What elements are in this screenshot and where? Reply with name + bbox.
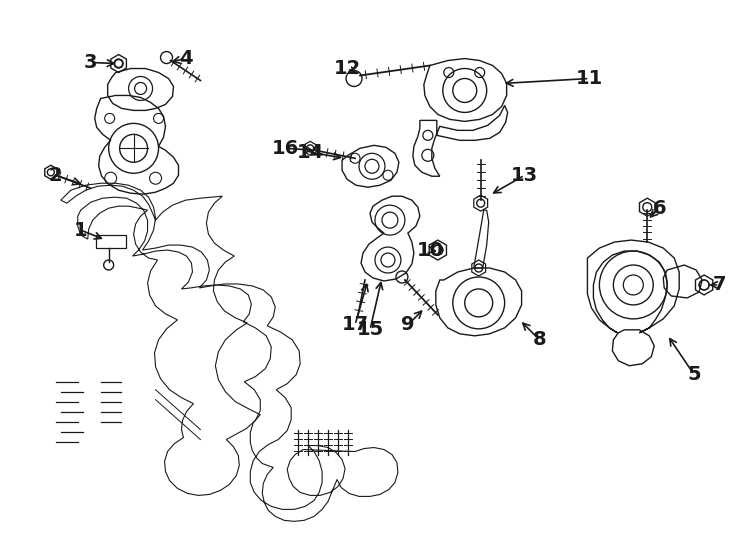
Text: 14: 14 [297, 143, 324, 162]
Text: 9: 9 [401, 315, 415, 334]
Text: 15: 15 [357, 320, 384, 339]
Text: 5: 5 [687, 365, 701, 384]
Text: 10: 10 [416, 240, 443, 260]
Text: 7: 7 [712, 275, 726, 294]
Text: 8: 8 [533, 330, 546, 349]
Text: 6: 6 [653, 199, 666, 218]
Text: 12: 12 [333, 59, 360, 78]
Text: 13: 13 [511, 166, 538, 185]
Text: 16: 16 [272, 139, 299, 158]
Text: 11: 11 [575, 69, 603, 88]
Text: 4: 4 [178, 49, 192, 68]
Text: 17: 17 [341, 315, 368, 334]
Text: 2: 2 [49, 166, 62, 185]
Text: 3: 3 [84, 53, 98, 72]
Text: 1: 1 [74, 221, 87, 240]
